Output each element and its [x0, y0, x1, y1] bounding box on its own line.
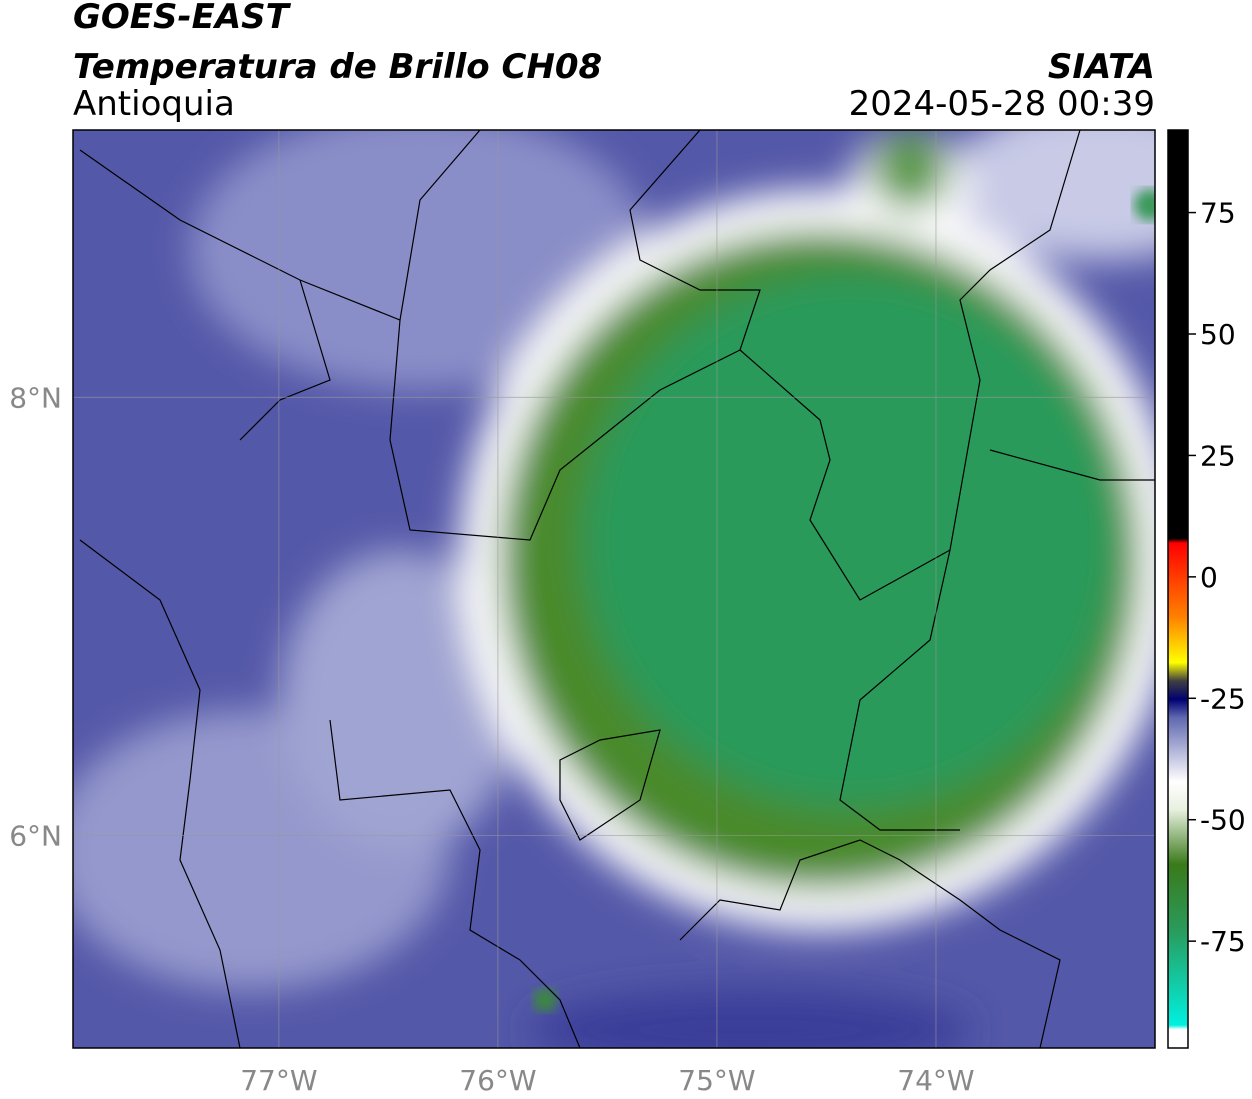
lon-label: 74°W [897, 1064, 974, 1097]
product: Temperatura de Brillo CH08 [73, 47, 602, 87]
lon-label: 77°W [240, 1064, 317, 1097]
lon-label: 76°W [459, 1064, 536, 1097]
datetime: 2024-05-28 00:39 [849, 84, 1155, 124]
region: Antioquia [73, 84, 235, 124]
map-frame [72, 129, 1156, 1049]
satellite: GOES-EAST [73, 0, 292, 37]
colorbar-tick-label: 50 [1200, 318, 1236, 351]
colorbar-tick-label: 0 [1200, 561, 1218, 594]
lat-label: 8°N [9, 381, 62, 414]
lat-label: 6°N [9, 819, 62, 852]
lon-label: 75°W [678, 1064, 755, 1097]
colorbar-tick-label: -75 [1200, 925, 1246, 958]
colorbar-tick-label: 75 [1200, 197, 1236, 230]
source: SIATA [1048, 47, 1155, 87]
colorbar-tick-label: 25 [1200, 439, 1236, 472]
colorbar [1167, 129, 1189, 1049]
colorbar-tick-label: -25 [1200, 682, 1246, 715]
colorbar-tick-label: -50 [1200, 804, 1246, 837]
map-image [73, 130, 1155, 1048]
